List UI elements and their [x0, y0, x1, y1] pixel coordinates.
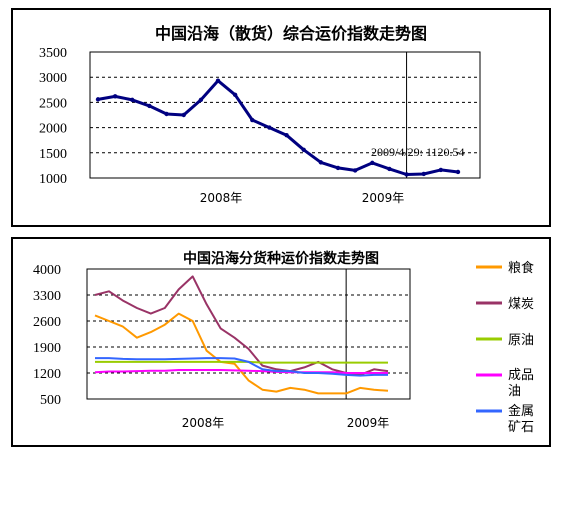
- y-tick-label: 3500: [39, 46, 67, 61]
- chart-title: 中国沿海分货种运价指数走势图: [183, 250, 379, 267]
- series-line--3366FF: [95, 357, 388, 377]
- data-point: [455, 169, 461, 175]
- data-point: [198, 97, 204, 103]
- legend-label: 煤炭: [508, 297, 534, 312]
- composite-index-chart-panel: 中国沿海（散货）综合运价指数走势图 1000 1500 2000 2500 3000 35…: [11, 8, 551, 227]
- chart-title: 中国沿海（散货）综合运价指数走势图: [155, 24, 427, 43]
- legend-label: 矿石: [508, 420, 534, 435]
- y-tick-label: 3300: [33, 289, 61, 304]
- x-axis-tick-labels: 2008年 2009年: [200, 191, 405, 205]
- data-point: [370, 160, 375, 166]
- chart-gridlines: [89, 51, 481, 179]
- data-point: [318, 160, 324, 165]
- x-tick-label: 2009年: [347, 416, 390, 430]
- data-point: [301, 147, 306, 152]
- plot-lines: [94, 275, 389, 395]
- y-axis-tick-labels: 500 1200 1900 2600 3300 4000: [33, 263, 61, 408]
- data-point: [130, 97, 135, 103]
- composite-index-chart: 中国沿海（散货）综合运价指数走势图 1000 1500 2000 2500 3000 35…: [39, 24, 481, 205]
- cargo-index-chart: 中国沿海分货种运价指数走势图 500 1200 1900 2600 3300 4000 2…: [33, 250, 534, 435]
- y-axis-tick-labels: 1000 1500 2000 2500 3000 3500: [39, 46, 67, 187]
- y-tick-label: 1000: [39, 172, 67, 187]
- chart-gridlines: [86, 268, 411, 400]
- series-line--FF00FF: [94, 369, 388, 374]
- x-tick-label: 2008年: [182, 416, 225, 430]
- series-line--99CC00: [95, 360, 388, 364]
- data-point: [147, 103, 152, 109]
- data-point: [267, 125, 272, 130]
- y-tick-label: 1500: [39, 147, 67, 162]
- latest-value-annotation: 2009/4/29: 1120.54: [371, 145, 465, 159]
- data-point: [284, 132, 289, 138]
- y-tick-label: 2000: [39, 122, 67, 137]
- y-tick-label: 1900: [33, 341, 61, 356]
- y-tick-label: 500: [40, 393, 61, 408]
- plot-area-border: [86, 268, 411, 400]
- x-tick-label: 2009年: [362, 191, 405, 205]
- y-tick-label: 3000: [39, 71, 67, 86]
- legend-label: 成品: [508, 368, 534, 383]
- plot-area-border: [89, 51, 481, 179]
- data-point: [404, 172, 409, 177]
- data-point: [232, 92, 238, 98]
- cargo-index-chart-panel: 中国沿海分货种运价指数走势图 500 1200 1900 2600 3300 4000 2…: [11, 237, 551, 447]
- x-axis-tick-labels: 2008年 2009年: [182, 416, 390, 430]
- data-point: [164, 111, 169, 117]
- data-point: [112, 94, 118, 99]
- y-tick-label: 2500: [39, 96, 67, 111]
- data-point: [95, 97, 101, 102]
- legend-label: 粮食: [508, 260, 534, 276]
- legend-label: 原油: [508, 333, 534, 348]
- data-point: [352, 168, 358, 173]
- legend-label: 油: [508, 384, 521, 399]
- y-tick-label: 2600: [33, 315, 61, 330]
- y-tick-label: 4000: [33, 263, 61, 278]
- x-tick-label: 2008年: [200, 191, 243, 205]
- data-point: [387, 166, 392, 172]
- data-point: [438, 167, 444, 173]
- data-point: [250, 117, 255, 123]
- series-line--993366: [94, 275, 389, 376]
- data-point: [421, 171, 426, 177]
- data-point: [335, 165, 341, 171]
- legend-label: 金属: [508, 403, 534, 419]
- plot-lines: [95, 78, 461, 177]
- series-line: [97, 79, 459, 176]
- y-tick-label: 1200: [33, 367, 61, 382]
- data-point: [181, 112, 186, 118]
- data-point: [215, 78, 221, 83]
- series-line--FF9900: [94, 312, 389, 395]
